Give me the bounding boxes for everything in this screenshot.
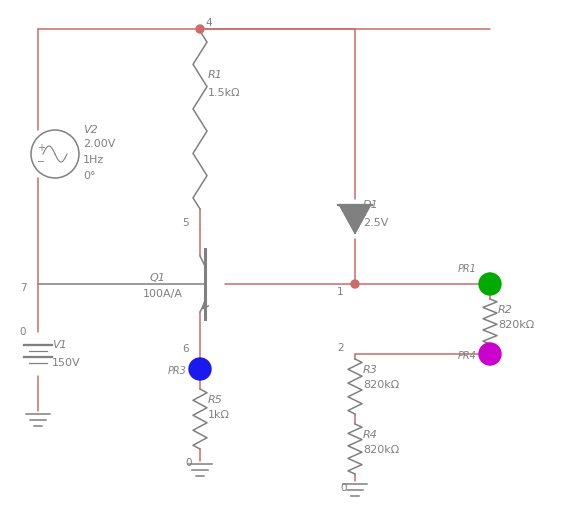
Text: R4: R4 xyxy=(363,429,378,439)
Circle shape xyxy=(486,350,494,358)
Text: A: A xyxy=(196,364,204,374)
Text: D1: D1 xyxy=(363,200,379,210)
Text: R1: R1 xyxy=(208,70,223,80)
Text: 6: 6 xyxy=(182,344,188,353)
Text: PR1: PR1 xyxy=(458,264,477,273)
Text: R3: R3 xyxy=(363,364,378,374)
Text: 0: 0 xyxy=(20,326,26,336)
Text: 0°: 0° xyxy=(83,171,95,181)
Text: 1Hz: 1Hz xyxy=(83,155,104,165)
Text: 1kΩ: 1kΩ xyxy=(208,409,230,419)
Text: 100A/A: 100A/A xyxy=(143,289,183,298)
Text: 150V: 150V xyxy=(52,357,81,367)
Text: 5: 5 xyxy=(182,217,188,228)
Circle shape xyxy=(196,26,204,34)
Text: 2: 2 xyxy=(337,343,343,352)
Text: V1: V1 xyxy=(52,340,67,349)
Text: 1: 1 xyxy=(337,287,343,296)
Circle shape xyxy=(351,280,359,289)
Text: 2.5V: 2.5V xyxy=(363,217,389,228)
Text: 0: 0 xyxy=(186,457,192,467)
Text: R5: R5 xyxy=(208,394,223,404)
Text: R2: R2 xyxy=(498,304,513,315)
Text: 0: 0 xyxy=(341,482,347,492)
Text: V2: V2 xyxy=(83,125,98,135)
Circle shape xyxy=(189,358,211,380)
Text: PR4: PR4 xyxy=(458,350,477,360)
Text: −: − xyxy=(37,157,45,166)
Text: 4: 4 xyxy=(205,18,212,28)
Text: Q1: Q1 xyxy=(150,272,166,282)
Text: 1.5kΩ: 1.5kΩ xyxy=(208,88,241,98)
Text: PR3: PR3 xyxy=(168,365,187,375)
Text: 820kΩ: 820kΩ xyxy=(363,379,399,389)
Text: 820kΩ: 820kΩ xyxy=(498,319,534,329)
Circle shape xyxy=(479,273,501,295)
Text: +: + xyxy=(37,143,45,153)
Circle shape xyxy=(479,344,501,365)
Polygon shape xyxy=(340,206,371,234)
Text: 7: 7 xyxy=(20,282,27,293)
Text: 2.00V: 2.00V xyxy=(83,139,116,149)
Text: 820kΩ: 820kΩ xyxy=(363,444,399,454)
Text: V: V xyxy=(486,279,494,290)
Text: A: A xyxy=(486,349,494,359)
